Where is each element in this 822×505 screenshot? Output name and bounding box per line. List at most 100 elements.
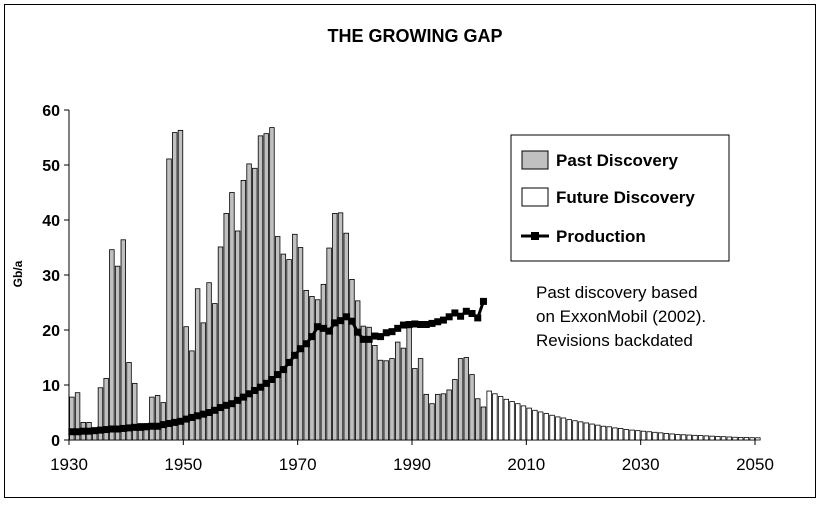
bar-future-discovery (532, 409, 538, 441)
bar-future-discovery (680, 434, 687, 441)
bar-past-discovery (114, 265, 121, 441)
bar-future-discovery (617, 428, 624, 441)
bar-past-discovery (286, 259, 292, 441)
production-point (74, 428, 82, 436)
x-tick-label: 1950 (164, 455, 202, 474)
production-point (348, 317, 356, 325)
bar-future-discovery (543, 413, 550, 441)
bar-past-discovery (309, 296, 315, 441)
production-point (331, 319, 339, 327)
bar-past-discovery (172, 132, 178, 441)
production-point (394, 324, 402, 332)
bar-future-discovery (640, 430, 647, 441)
production-point (125, 424, 133, 432)
bar-past-discovery (326, 247, 332, 441)
production-point (388, 328, 396, 336)
y-tick-label: 60 (42, 103, 60, 120)
bar-past-discovery (320, 283, 327, 441)
bar-future-discovery (698, 435, 704, 441)
production-point (279, 366, 287, 374)
bar-past-discovery (263, 133, 269, 441)
bar-past-discovery (149, 396, 155, 441)
bar-past-discovery (337, 212, 344, 441)
production-point (462, 307, 470, 315)
legend-marker-production (531, 232, 539, 240)
bar-future-discovery (595, 424, 601, 441)
bar-past-discovery (389, 358, 395, 441)
production-point (405, 321, 413, 328)
y-tick-label: 30 (42, 268, 60, 285)
bar-past-discovery (423, 393, 429, 441)
bar-future-discovery (566, 419, 572, 441)
bar-past-discovery (240, 179, 247, 441)
y-tick-label: 10 (42, 378, 60, 395)
production-point (439, 316, 447, 324)
production-point (268, 376, 276, 383)
bar-past-discovery (366, 326, 372, 441)
production-point (422, 321, 430, 328)
x-tick-label: 2030 (622, 455, 660, 474)
bar-future-discovery (572, 420, 578, 441)
bar-past-discovery (395, 341, 401, 441)
bar-past-discovery (177, 129, 184, 441)
production-point (188, 413, 196, 421)
annotation-line-1: Past discovery based (536, 283, 698, 302)
production-point (119, 424, 127, 432)
y-tick-label: 40 (42, 213, 60, 230)
production-point (428, 319, 436, 327)
bar-past-discovery (349, 278, 355, 441)
bar-past-discovery (383, 360, 389, 441)
legend: Past Discovery Future Discovery Producti… (510, 134, 730, 262)
production-point (417, 321, 425, 328)
bar-past-discovery (355, 300, 361, 441)
bar-future-discovery (629, 429, 635, 441)
production-point (131, 423, 139, 431)
bar-past-discovery (480, 406, 487, 441)
production-point (411, 320, 419, 328)
production-point (176, 417, 184, 425)
legend-label-production: Production (556, 227, 646, 246)
bar-future-discovery (497, 396, 504, 441)
bar-past-discovery (457, 358, 464, 441)
production-point (319, 324, 327, 332)
bar-past-discovery (406, 327, 412, 441)
production-point (142, 423, 150, 431)
bar-future-discovery (486, 390, 492, 441)
y-tick-label: 20 (42, 323, 60, 340)
bar-future-discovery (520, 405, 527, 441)
bar-past-discovery (252, 167, 258, 441)
production-point (68, 428, 76, 436)
y-tick-label: 0 (51, 433, 60, 450)
production-point (262, 379, 270, 387)
x-tick-label: 2010 (507, 455, 545, 474)
bar-future-discovery (509, 401, 515, 441)
bar-future-discovery (657, 432, 664, 441)
chart-title: THE GROWING GAP (328, 26, 503, 46)
production-point (342, 313, 350, 321)
legend-swatch-future-discovery (521, 187, 549, 207)
production-point (136, 423, 144, 431)
bar-future-discovery (646, 431, 652, 441)
bar-past-discovery (452, 379, 458, 441)
production-point (399, 321, 407, 329)
production-point (154, 422, 162, 430)
bar-past-discovery (314, 299, 321, 441)
x-tick-label: 1930 (50, 455, 88, 474)
production-point (211, 406, 219, 414)
production-point (314, 323, 322, 331)
bar-future-discovery (577, 421, 584, 441)
bar-past-discovery (292, 233, 298, 441)
bar-future-discovery (675, 434, 681, 441)
bar-past-discovery (257, 135, 264, 441)
bar-past-discovery (360, 325, 367, 441)
bar-future-discovery (623, 429, 630, 441)
bar-future-discovery (555, 416, 561, 441)
bar-past-discovery (469, 374, 475, 441)
bar-future-discovery (720, 436, 727, 441)
production-point (245, 390, 253, 398)
bar-future-discovery (492, 393, 498, 441)
bar-past-discovery (74, 392, 81, 441)
production-point (445, 313, 453, 321)
chart-frame: THE GROWING GAP Gb/a 0 10 20 30 40 50 60 1930 1… (4, 4, 816, 498)
